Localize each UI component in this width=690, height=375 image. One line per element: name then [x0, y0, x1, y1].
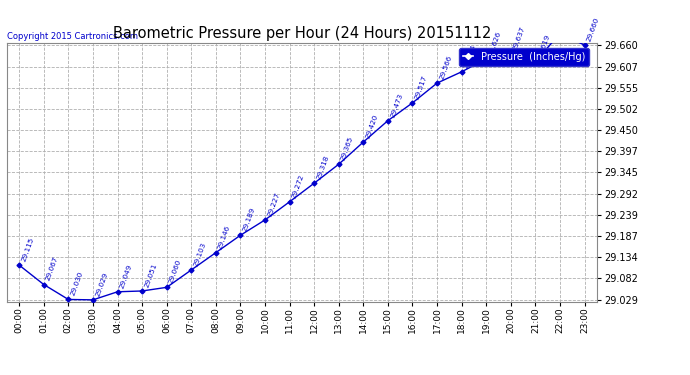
Text: 29.146: 29.146 — [217, 224, 232, 250]
Text: Copyright 2015 Cartronics.com: Copyright 2015 Cartronics.com — [7, 32, 138, 40]
Text: 29.420: 29.420 — [365, 113, 379, 139]
Text: 29.637: 29.637 — [512, 26, 526, 52]
Text: 29.473: 29.473 — [389, 92, 404, 118]
Text: 29.660: 29.660 — [586, 16, 600, 42]
Text: 29.318: 29.318 — [315, 154, 330, 180]
Text: 29.189: 29.189 — [241, 207, 256, 232]
Text: 29.030: 29.030 — [70, 271, 84, 297]
Text: 29.517: 29.517 — [414, 74, 428, 100]
Text: 29.029: 29.029 — [95, 271, 108, 297]
Title: Barometric Pressure per Hour (24 Hours) 20151112: Barometric Pressure per Hour (24 Hours) … — [112, 26, 491, 40]
Text: 29.689: 29.689 — [0, 374, 1, 375]
Text: 29.060: 29.060 — [168, 259, 182, 285]
Legend: Pressure  (Inches/Hg): Pressure (Inches/Hg) — [460, 48, 589, 66]
Text: 29.051: 29.051 — [144, 262, 158, 288]
Text: 29.115: 29.115 — [21, 237, 35, 262]
Text: 29.566: 29.566 — [438, 54, 453, 80]
Text: 29.626: 29.626 — [488, 30, 502, 56]
Text: 29.272: 29.272 — [291, 173, 305, 199]
Text: 29.594: 29.594 — [463, 43, 477, 69]
Text: 29.049: 29.049 — [119, 263, 133, 289]
Text: 29.619: 29.619 — [537, 33, 551, 59]
Text: 29.103: 29.103 — [193, 241, 207, 267]
Text: 29.365: 29.365 — [340, 135, 355, 162]
Text: 29.067: 29.067 — [45, 256, 59, 282]
Text: 29.227: 29.227 — [266, 191, 281, 217]
